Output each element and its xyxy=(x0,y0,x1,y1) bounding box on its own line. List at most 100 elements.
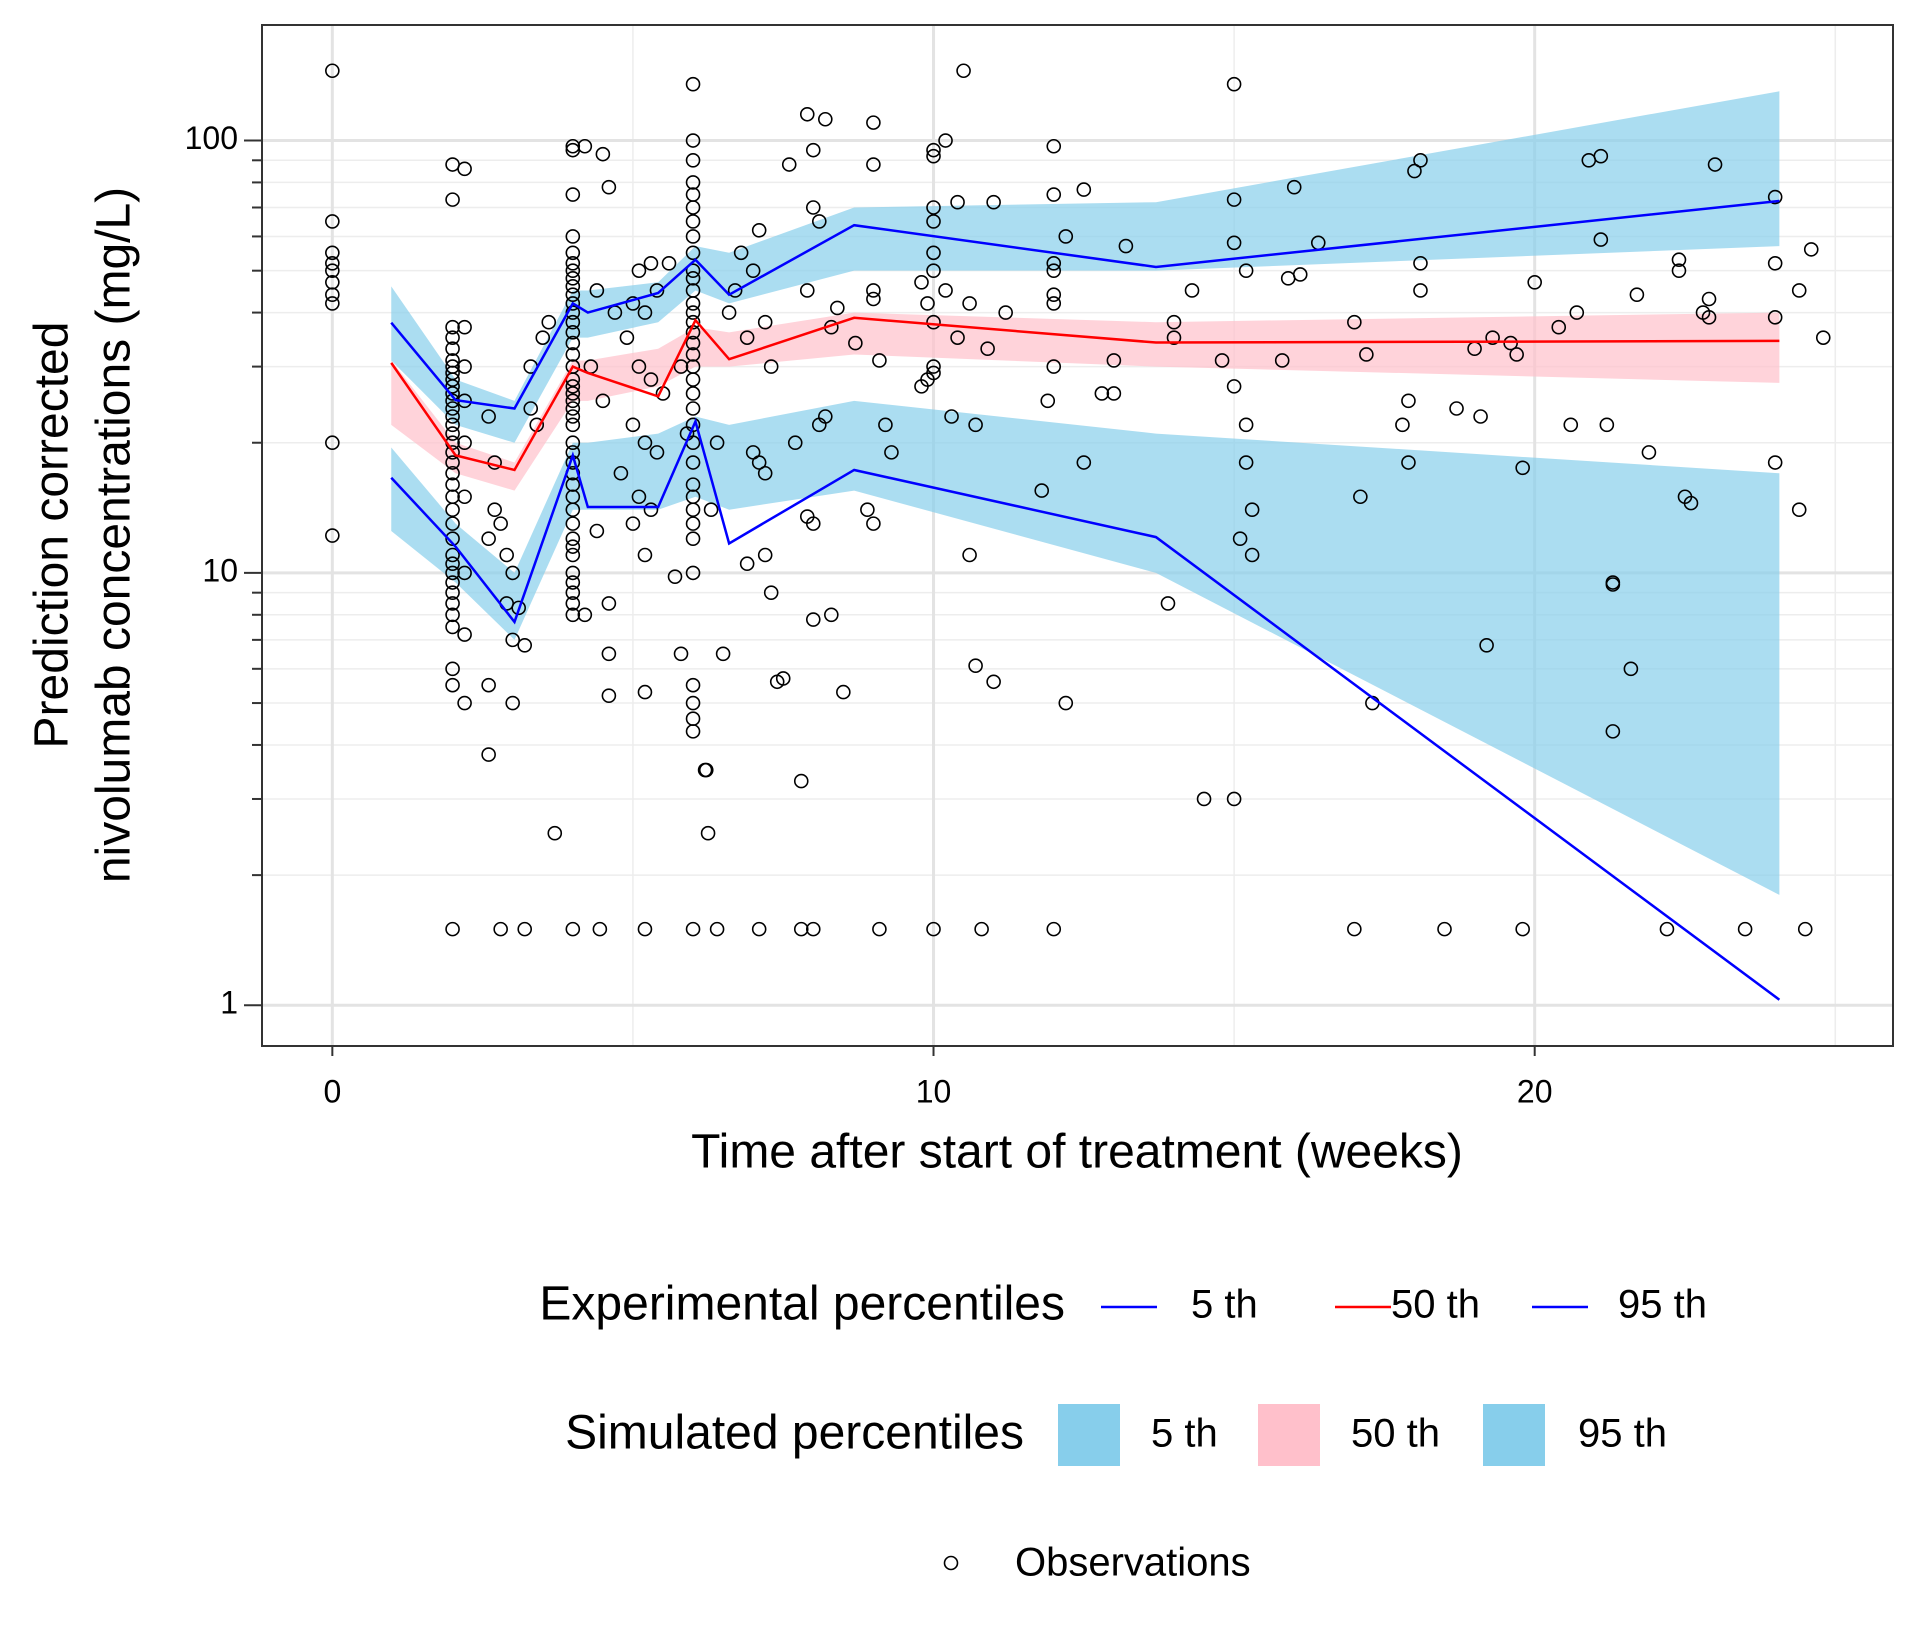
observation xyxy=(811,214,827,229)
observation xyxy=(445,319,460,335)
observation xyxy=(1046,296,1062,311)
observation xyxy=(944,409,959,424)
observation xyxy=(775,671,791,686)
legend-key xyxy=(1483,1404,1545,1466)
observation xyxy=(445,341,460,357)
observation xyxy=(325,287,340,302)
observation xyxy=(565,539,581,554)
observation xyxy=(445,465,460,481)
observation xyxy=(956,63,971,79)
observation xyxy=(1347,314,1362,330)
observation xyxy=(757,547,773,563)
observation xyxy=(445,386,460,401)
observation xyxy=(1166,314,1182,330)
observation xyxy=(565,386,581,401)
observation xyxy=(1791,283,1807,298)
observation xyxy=(1160,596,1176,611)
x-axis-title: Time after start of treatment (weeks) xyxy=(691,1126,1463,1179)
observation xyxy=(1569,305,1585,320)
observation xyxy=(565,138,581,154)
observation xyxy=(481,747,496,762)
observation xyxy=(1395,417,1410,433)
observation xyxy=(565,585,581,600)
y-axis-title: nivolumab concentrations (mg/L) xyxy=(88,187,141,883)
observation xyxy=(685,401,701,416)
observation xyxy=(685,245,701,261)
observation xyxy=(565,502,581,518)
x-tick-label: 10 xyxy=(916,1073,952,1109)
observation xyxy=(1118,238,1134,254)
observation xyxy=(757,465,773,481)
observation xyxy=(938,283,953,298)
observation xyxy=(325,245,340,261)
observation xyxy=(481,409,496,424)
observation xyxy=(1707,157,1723,172)
observation xyxy=(565,335,581,351)
observation xyxy=(805,921,821,937)
observation xyxy=(781,157,797,172)
observation xyxy=(601,596,617,611)
observation xyxy=(1238,455,1254,470)
ribbon xyxy=(391,91,1780,443)
observation xyxy=(926,214,941,229)
observation xyxy=(565,565,581,581)
observation xyxy=(1401,393,1416,409)
observation xyxy=(565,531,581,546)
observation xyxy=(1353,489,1368,505)
observation xyxy=(938,133,953,148)
observation xyxy=(1106,386,1122,401)
observation xyxy=(1563,417,1579,433)
observation xyxy=(727,283,743,298)
observation xyxy=(505,695,520,711)
observation xyxy=(1274,353,1290,368)
observation xyxy=(926,921,941,937)
observation xyxy=(505,632,520,648)
observation xyxy=(1046,359,1062,374)
observation xyxy=(445,426,460,441)
observation xyxy=(589,283,605,298)
observation xyxy=(715,646,731,662)
observation xyxy=(685,263,701,278)
legend-label: 50 th xyxy=(1391,1283,1480,1327)
observation xyxy=(872,353,887,368)
observation xyxy=(1485,330,1500,345)
observation xyxy=(1767,256,1783,271)
observation xyxy=(998,305,1013,320)
observation xyxy=(445,607,460,623)
observation xyxy=(1593,232,1609,247)
observation xyxy=(325,528,340,543)
observation xyxy=(685,314,701,330)
observation xyxy=(1046,138,1062,154)
observation xyxy=(565,271,581,286)
observation xyxy=(1413,283,1428,298)
observation xyxy=(1184,283,1200,298)
observation xyxy=(1671,263,1687,278)
observation xyxy=(445,417,460,433)
observation xyxy=(685,677,701,693)
observation xyxy=(950,194,965,210)
observation xyxy=(926,142,941,158)
legend-key xyxy=(1258,1404,1320,1466)
observation xyxy=(805,200,821,215)
observation xyxy=(920,296,935,311)
observation xyxy=(445,575,460,590)
observation xyxy=(1767,310,1783,325)
legend-label: 95 th xyxy=(1618,1283,1707,1327)
observation xyxy=(619,330,635,345)
observation xyxy=(751,222,767,238)
observation xyxy=(445,596,460,611)
observation xyxy=(445,409,460,424)
observation xyxy=(685,455,701,470)
observation xyxy=(577,138,593,154)
observation xyxy=(799,509,815,524)
legend-label: 5 th xyxy=(1191,1283,1258,1327)
observation xyxy=(1413,153,1428,168)
x-tick-label: 0 xyxy=(323,1073,341,1109)
observation xyxy=(685,565,701,581)
observation xyxy=(926,200,941,215)
observation xyxy=(805,142,821,158)
observation xyxy=(565,607,581,623)
observation xyxy=(511,600,527,616)
observation xyxy=(751,455,767,470)
observation xyxy=(613,465,629,481)
